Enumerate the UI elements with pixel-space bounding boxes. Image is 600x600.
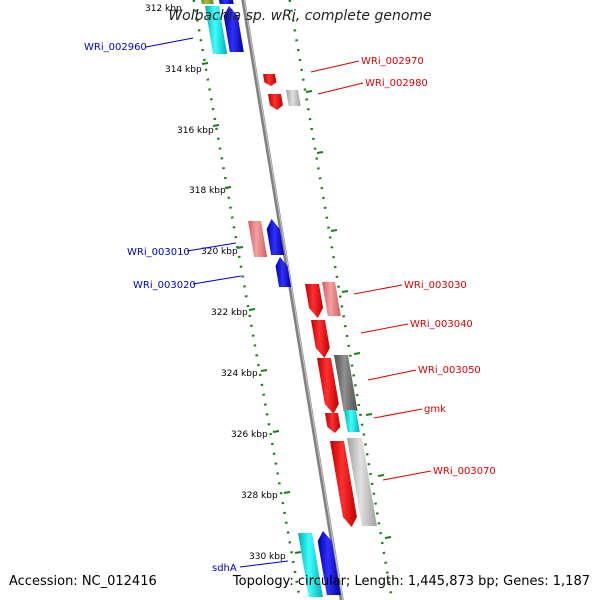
scale-label: 328 kbp — [241, 491, 278, 501]
gene-label: WRi_002960 — [84, 42, 147, 53]
topology-text: Topology: circular; Length: 1,445,873 bp… — [232, 574, 590, 589]
left-track-dots — [192, 0, 302, 600]
gene-feature-WRi_003070 — [330, 441, 357, 527]
scale-tick — [353, 352, 361, 355]
gene-feature-WRi_002980 — [268, 94, 283, 110]
scale-tick — [201, 62, 209, 65]
gene-feature — [223, 6, 244, 52]
gene-label-leader — [353, 284, 403, 295]
gene-label: WRi_002980 — [365, 78, 428, 89]
gene-feature — [322, 282, 341, 316]
gene-feature-WRi_002970 — [263, 74, 277, 86]
gene-feature-WRi_003030 — [305, 284, 324, 318]
gene-feature — [347, 438, 377, 526]
scale-label: 324 kbp — [221, 369, 258, 379]
scale-label: 330 kbp — [249, 552, 286, 562]
gene-label-leader — [310, 60, 360, 73]
scale-tick — [365, 413, 373, 416]
gene-feature-WRi_002960 — [205, 6, 228, 54]
scale-tick — [224, 186, 232, 189]
gene-feature — [325, 413, 341, 433]
accession-text: Accession: NC_012416 — [9, 574, 157, 589]
gene-label-leader — [239, 560, 289, 568]
scale-tick — [283, 491, 291, 494]
genome-backbone-highlight — [243, 0, 344, 600]
gene-label-leader — [186, 242, 237, 252]
gene-feature — [201, 0, 214, 4]
gene-label-leader — [317, 82, 364, 95]
scale-label: 318 kbp — [189, 186, 226, 196]
scale-tick — [272, 430, 280, 433]
gene-label-leader — [382, 470, 432, 481]
scale-tick — [316, 151, 324, 154]
gene-label-leader — [367, 369, 417, 381]
scale-label: 320 kbp — [201, 247, 238, 257]
scale-tick — [341, 290, 349, 293]
gene-label: WRi_003070 — [433, 466, 496, 477]
gene-label: WRi_003030 — [404, 280, 467, 291]
gene-label: WRi_003010 — [127, 247, 190, 258]
scale-label: 312 kbp — [145, 4, 182, 14]
gene-label: WRi_003040 — [410, 319, 473, 330]
gene-label: sdhA — [212, 563, 237, 574]
scale-tick — [260, 369, 268, 372]
scale-tick — [248, 308, 256, 311]
gene-feature-sdhA — [298, 533, 323, 597]
gene-label: WRi_002970 — [361, 56, 424, 67]
gene-feature-WRi_003040 — [311, 320, 330, 358]
gene-label: WRi_003050 — [418, 365, 481, 376]
gene-feature-WRi_003020 — [275, 257, 292, 287]
scale-tick — [305, 90, 313, 93]
scale-label: 314 kbp — [165, 65, 202, 75]
gene-feature-gmk — [344, 410, 360, 432]
gene-feature-WRi_003050 — [317, 358, 339, 414]
scale-label: 326 kbp — [231, 430, 268, 440]
scale-tick — [236, 246, 244, 249]
gene-label: WRi_003020 — [133, 280, 196, 291]
gene-feature-WRi_003010 — [248, 221, 268, 257]
gene-label-leader — [360, 323, 409, 334]
gene-feature — [219, 0, 234, 4]
gene-feature — [266, 219, 285, 255]
gene-label-leader — [145, 37, 194, 48]
scale-label: 316 kbp — [177, 126, 214, 136]
gene-feature — [334, 355, 358, 411]
gene-feature — [286, 90, 301, 106]
scale-tick — [377, 474, 385, 477]
gene-label-leader — [192, 275, 242, 285]
genome-backbone — [241, 0, 344, 600]
scale-tick — [212, 124, 220, 127]
map-title: Wolbachia sp. wRi, complete genome — [168, 8, 432, 24]
scale-tick — [330, 229, 338, 232]
gene-label-leader — [373, 408, 423, 419]
scale-label: 322 kbp — [211, 308, 248, 318]
gene-label: gmk — [424, 404, 446, 415]
right-track-dots — [288, 0, 394, 600]
scale-tick — [384, 536, 392, 539]
gene-feature — [317, 531, 341, 595]
scale-tick — [294, 551, 302, 554]
